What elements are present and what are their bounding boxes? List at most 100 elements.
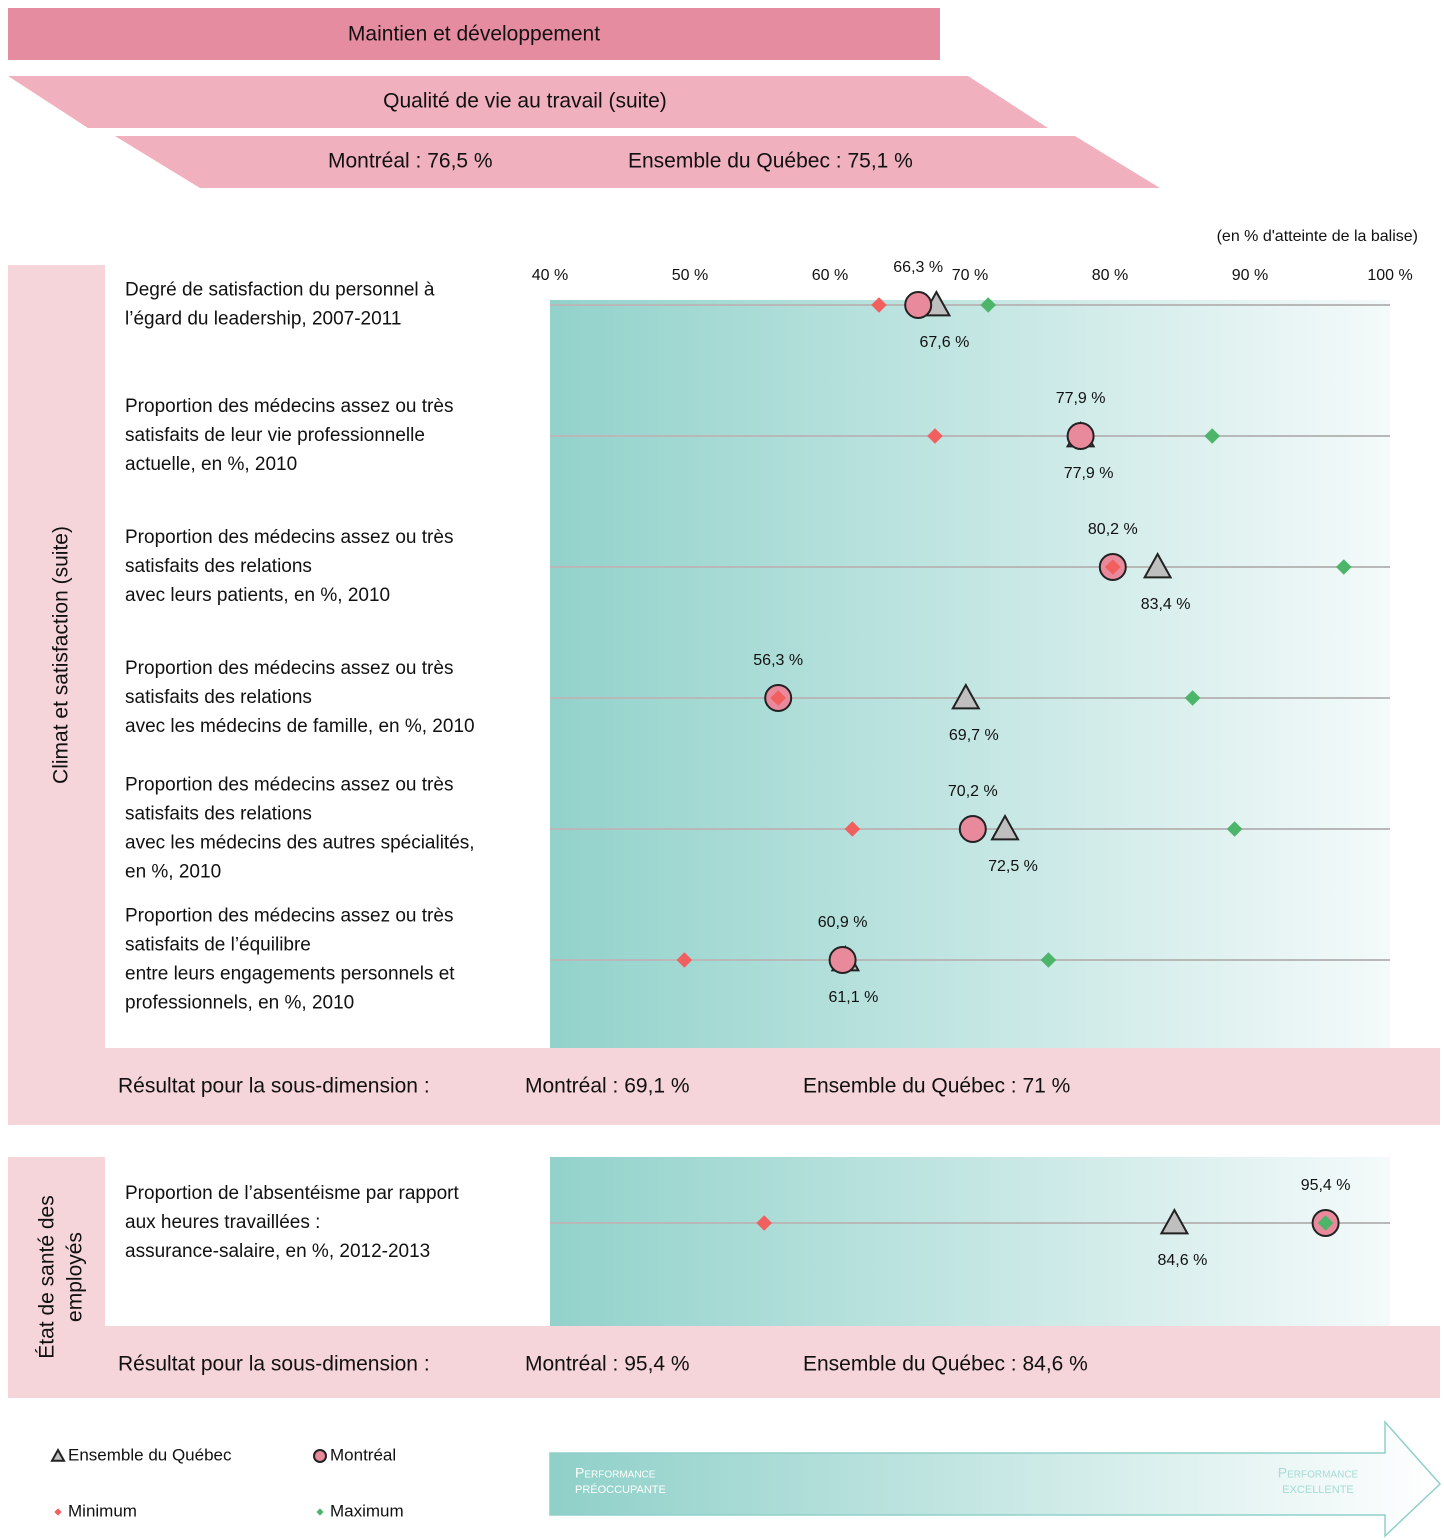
- banner: [115, 136, 1160, 188]
- value-label: 95,4 %: [1301, 1177, 1351, 1194]
- plot-area: [550, 1157, 1390, 1326]
- result-score: Ensemble du Québec : 84,6 %: [803, 1353, 1088, 1376]
- category-label: Proportion des médecins assez ou très: [125, 658, 453, 679]
- x-tick-label: 90 %: [1232, 267, 1268, 284]
- category-label: avec leurs patients, en %, 2010: [125, 585, 390, 606]
- category-label: satisfaits des relations: [125, 804, 312, 825]
- diamond-marker: [1226, 821, 1243, 837]
- quebec-marker: [951, 682, 981, 710]
- legend-label: Ensemble du Québec: [68, 1445, 232, 1464]
- score: Ensemble du Québec : 75,1 %: [628, 150, 913, 173]
- category-label: satisfaits de l’équilibre: [125, 935, 311, 956]
- performance-arrow: [549, 1420, 1442, 1538]
- value-label: 61,1 %: [828, 989, 878, 1006]
- value-label: 60,9 %: [818, 914, 868, 931]
- category-label: avec les médecins des autres spécialités…: [125, 833, 475, 854]
- montreal-marker: [1066, 422, 1095, 450]
- quebec-marker: [1159, 1207, 1190, 1235]
- result-title: Résultat pour la sous-dimension :: [118, 1075, 430, 1098]
- legend-label: Minimum: [68, 1501, 137, 1520]
- montreal-marker: [313, 1449, 327, 1463]
- x-tick-label: 40 %: [532, 267, 568, 284]
- x-tick-label: 80 %: [1092, 267, 1128, 284]
- category-label: entre leurs engagements personnels et: [125, 964, 455, 985]
- section-title: employés: [64, 1232, 87, 1322]
- diamond-marker: [1204, 428, 1220, 444]
- category-label: professionnels, en %, 2010: [125, 993, 354, 1014]
- subtitle: Qualité de vie au travail (suite): [383, 90, 667, 113]
- quebec-marker: [50, 1447, 66, 1462]
- diamond-marker: [871, 297, 887, 313]
- value-label: 84,6 %: [1157, 1252, 1207, 1269]
- value-label: 70,2 %: [948, 783, 998, 800]
- category-label: l’égard du leadership, 2007-2011: [125, 309, 401, 330]
- value-label: 77,9 %: [1056, 390, 1106, 407]
- x-tick-label: 50 %: [672, 267, 708, 284]
- banner: [8, 76, 1048, 128]
- diamond-marker: [1317, 1215, 1334, 1231]
- category-label: en %, 2010: [125, 862, 221, 883]
- result-title: Résultat pour la sous-dimension :: [118, 1353, 430, 1376]
- arrow-label: Performance: [575, 1465, 656, 1481]
- category-label: assurance-salaire, en %, 2012-2013: [125, 1241, 430, 1262]
- diamond-marker: [844, 821, 861, 837]
- result-band: [8, 1048, 1440, 1125]
- value-label: 56,3 %: [753, 652, 803, 669]
- x-tick-label: 100 %: [1367, 267, 1412, 284]
- category-label: Proportion des médecins assez ou très: [125, 775, 453, 796]
- diamond-marker: [1040, 952, 1057, 968]
- result-score: Montréal : 69,1 %: [525, 1075, 690, 1098]
- arrow-label: excellente: [1282, 1484, 1354, 1496]
- category-label: aux heures travaillées :: [125, 1212, 320, 1233]
- diamond-marker: [1336, 559, 1352, 575]
- result-band: [8, 1326, 1440, 1398]
- diamond-marker: [1105, 559, 1121, 575]
- x-tick-label: 70 %: [952, 267, 988, 284]
- category-label: actuelle, en %, 2010: [125, 454, 297, 475]
- quebec-marker: [990, 813, 1020, 841]
- arrow-label: préoccupante: [575, 1483, 666, 1496]
- result-score: Ensemble du Québec : 71 %: [803, 1075, 1070, 1098]
- montreal-marker: [828, 946, 857, 974]
- quebec-marker: [1142, 551, 1173, 579]
- montreal-marker: [904, 291, 933, 319]
- category-label: satisfaits des relations: [125, 556, 312, 577]
- montreal-marker: [958, 815, 987, 843]
- category-label: Degré de satisfaction du personnel à: [125, 280, 435, 301]
- legend-label: Montréal: [330, 1445, 396, 1464]
- value-label: 72,5 %: [988, 858, 1038, 875]
- category-label: Proportion des médecins assez ou très: [125, 527, 453, 548]
- category-label: Proportion de l’absentéisme par rapport: [125, 1183, 459, 1204]
- category-label: satisfaits de leur vie professionnelle: [125, 425, 425, 446]
- diamond-marker: [770, 690, 786, 706]
- arrow-label: Performance: [1278, 1465, 1359, 1481]
- plot-area: [550, 300, 1390, 1048]
- category-label: satisfaits des relations: [125, 687, 312, 708]
- category-label: Proportion des médecins assez ou très: [125, 396, 453, 417]
- banner: [8, 8, 940, 60]
- value-label: 80,2 %: [1088, 521, 1138, 538]
- value-label: 83,4 %: [1141, 596, 1191, 613]
- diamond-marker: [316, 1508, 324, 1516]
- section-strip: [8, 265, 105, 1125]
- value-label: 66,3 %: [893, 259, 943, 276]
- result-score: Montréal : 95,4 %: [525, 1353, 690, 1376]
- diamond-marker: [676, 952, 693, 968]
- diamond-marker: [927, 428, 943, 444]
- category-label: Proportion des médecins assez ou très: [125, 906, 453, 927]
- diamond-marker: [980, 297, 996, 313]
- section-title: État de santé des: [36, 1195, 59, 1358]
- category-label: avec les médecins de famille, en %, 2010: [125, 716, 475, 737]
- section-title: Climat et satisfaction (suite): [50, 526, 73, 784]
- title: Maintien et développement: [348, 23, 600, 46]
- value-label: 77,9 %: [1064, 465, 1114, 482]
- legend-label: Maximum: [330, 1501, 404, 1520]
- value-label: 67,6 %: [919, 334, 969, 351]
- axis-note: (en % d'atteinte de la balise): [1217, 228, 1418, 245]
- score: Montréal : 76,5 %: [328, 150, 493, 173]
- diamond-marker: [1184, 690, 1201, 706]
- diamond-marker: [756, 1215, 772, 1231]
- value-label: 69,7 %: [949, 727, 999, 744]
- diamond-marker: [54, 1508, 62, 1516]
